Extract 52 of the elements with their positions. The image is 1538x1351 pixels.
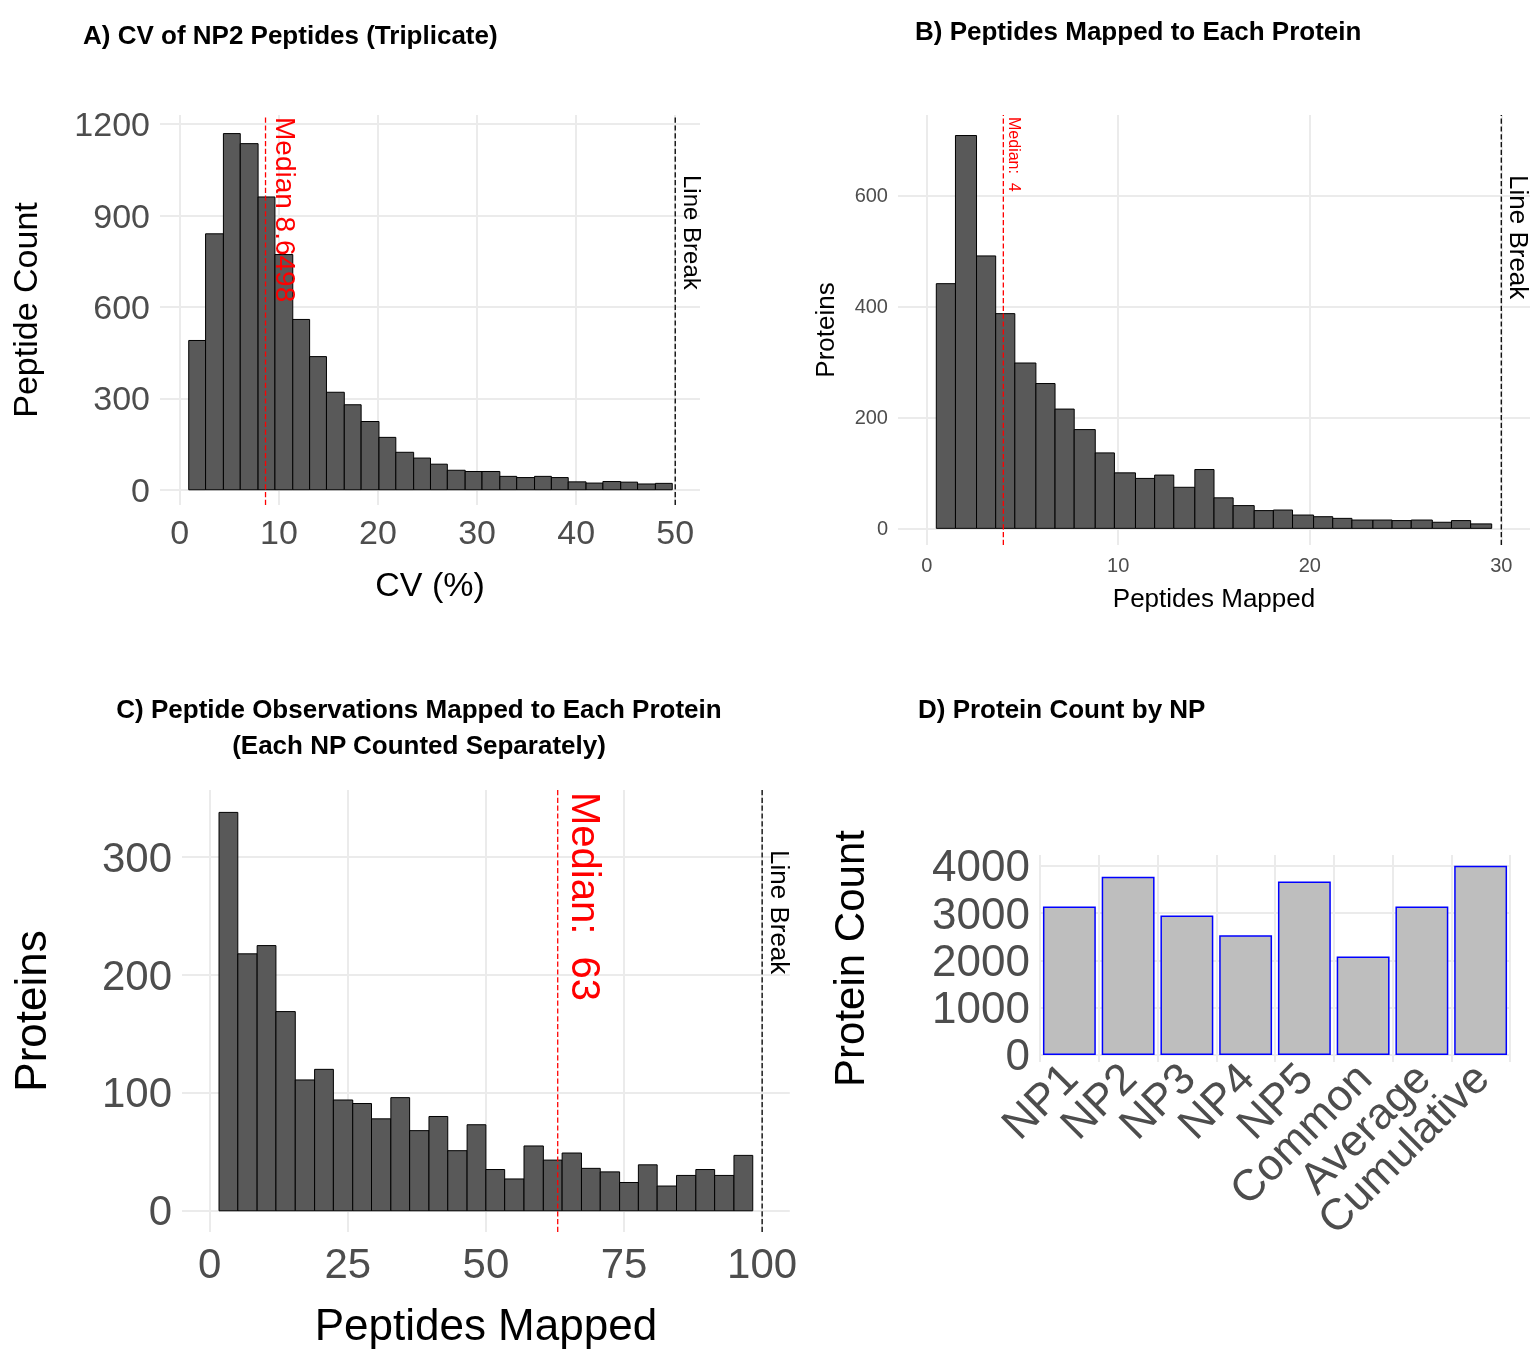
- x-tick-label: 20: [1298, 554, 1321, 576]
- x-tick-label: 50: [462, 1239, 510, 1287]
- chart-title: D) Protein Count by NP: [918, 694, 1206, 724]
- bar: [1454, 865, 1508, 1055]
- x-tick-label: 30: [1490, 554, 1513, 576]
- x-tick-label: 40: [557, 513, 596, 551]
- x-tick-label: 10: [259, 513, 298, 551]
- x-tick-label: 25: [324, 1239, 372, 1287]
- ref-line-label: Median 8.6498: [269, 117, 301, 303]
- x-tick-label: 20: [359, 513, 397, 551]
- y-axis-title: Peptide Count: [6, 201, 44, 418]
- x-tick-label: 75: [600, 1239, 648, 1287]
- bar: [1395, 906, 1449, 1055]
- y-tick-label: 200: [101, 951, 172, 999]
- bar: [1042, 906, 1096, 1055]
- y-tick-label: 400: [854, 295, 888, 318]
- x-axis-title: Peptides Mapped: [1112, 583, 1316, 613]
- ref-line-label: Line Break: [1504, 175, 1535, 301]
- y-tick-label: 0: [131, 470, 150, 509]
- y-tick-label: 1000: [932, 983, 1030, 1033]
- y-axis-title: Proteins: [810, 282, 840, 378]
- bar: [1219, 935, 1273, 1055]
- x-axis-title: Peptides Mapped: [314, 1299, 658, 1349]
- ref-line-label: Median: 4: [1006, 117, 1024, 192]
- y-axis-title: Protein Count: [825, 829, 873, 1087]
- ref-line-label: Line Break: [765, 850, 796, 976]
- x-tick-label: 0: [197, 1239, 222, 1287]
- y-tick-label: 4000: [932, 841, 1030, 891]
- y-tick-label: 600: [854, 184, 888, 207]
- x-tick-label: 50: [656, 513, 695, 551]
- x-tick-label: 10: [1107, 554, 1130, 576]
- y-tick-label: 300: [93, 379, 150, 418]
- bar: [1160, 915, 1214, 1055]
- ref-line-label: Median: 63: [563, 792, 608, 1002]
- x-tick-label: 100: [727, 1239, 798, 1287]
- y-tick-label: 600: [93, 287, 150, 326]
- x-tick-label: 30: [458, 513, 496, 551]
- y-tick-label: 300: [101, 833, 172, 881]
- y-axis-title: Proteins: [5, 930, 55, 1092]
- y-tick-label: 900: [93, 196, 150, 235]
- ref-line-label: Line Break: [678, 175, 706, 291]
- chart-title: B) Peptides Mapped to Each Protein: [915, 16, 1362, 46]
- y-tick-label: 1200: [74, 105, 150, 144]
- chart-title: A) CV of NP2 Peptides (Triplicate): [83, 20, 498, 50]
- chart-title: C) Peptide Observations Mapped to Each Protein (Each NP Counted Separately): [116, 694, 722, 760]
- bar: [1336, 956, 1390, 1055]
- bar: [1277, 881, 1331, 1055]
- x-axis-title: CV (%): [375, 565, 485, 603]
- bar: [1101, 876, 1155, 1055]
- y-tick-label: 2000: [932, 935, 1030, 985]
- y-tick-label: 200: [854, 406, 888, 429]
- y-tick-label: 3000: [932, 888, 1030, 938]
